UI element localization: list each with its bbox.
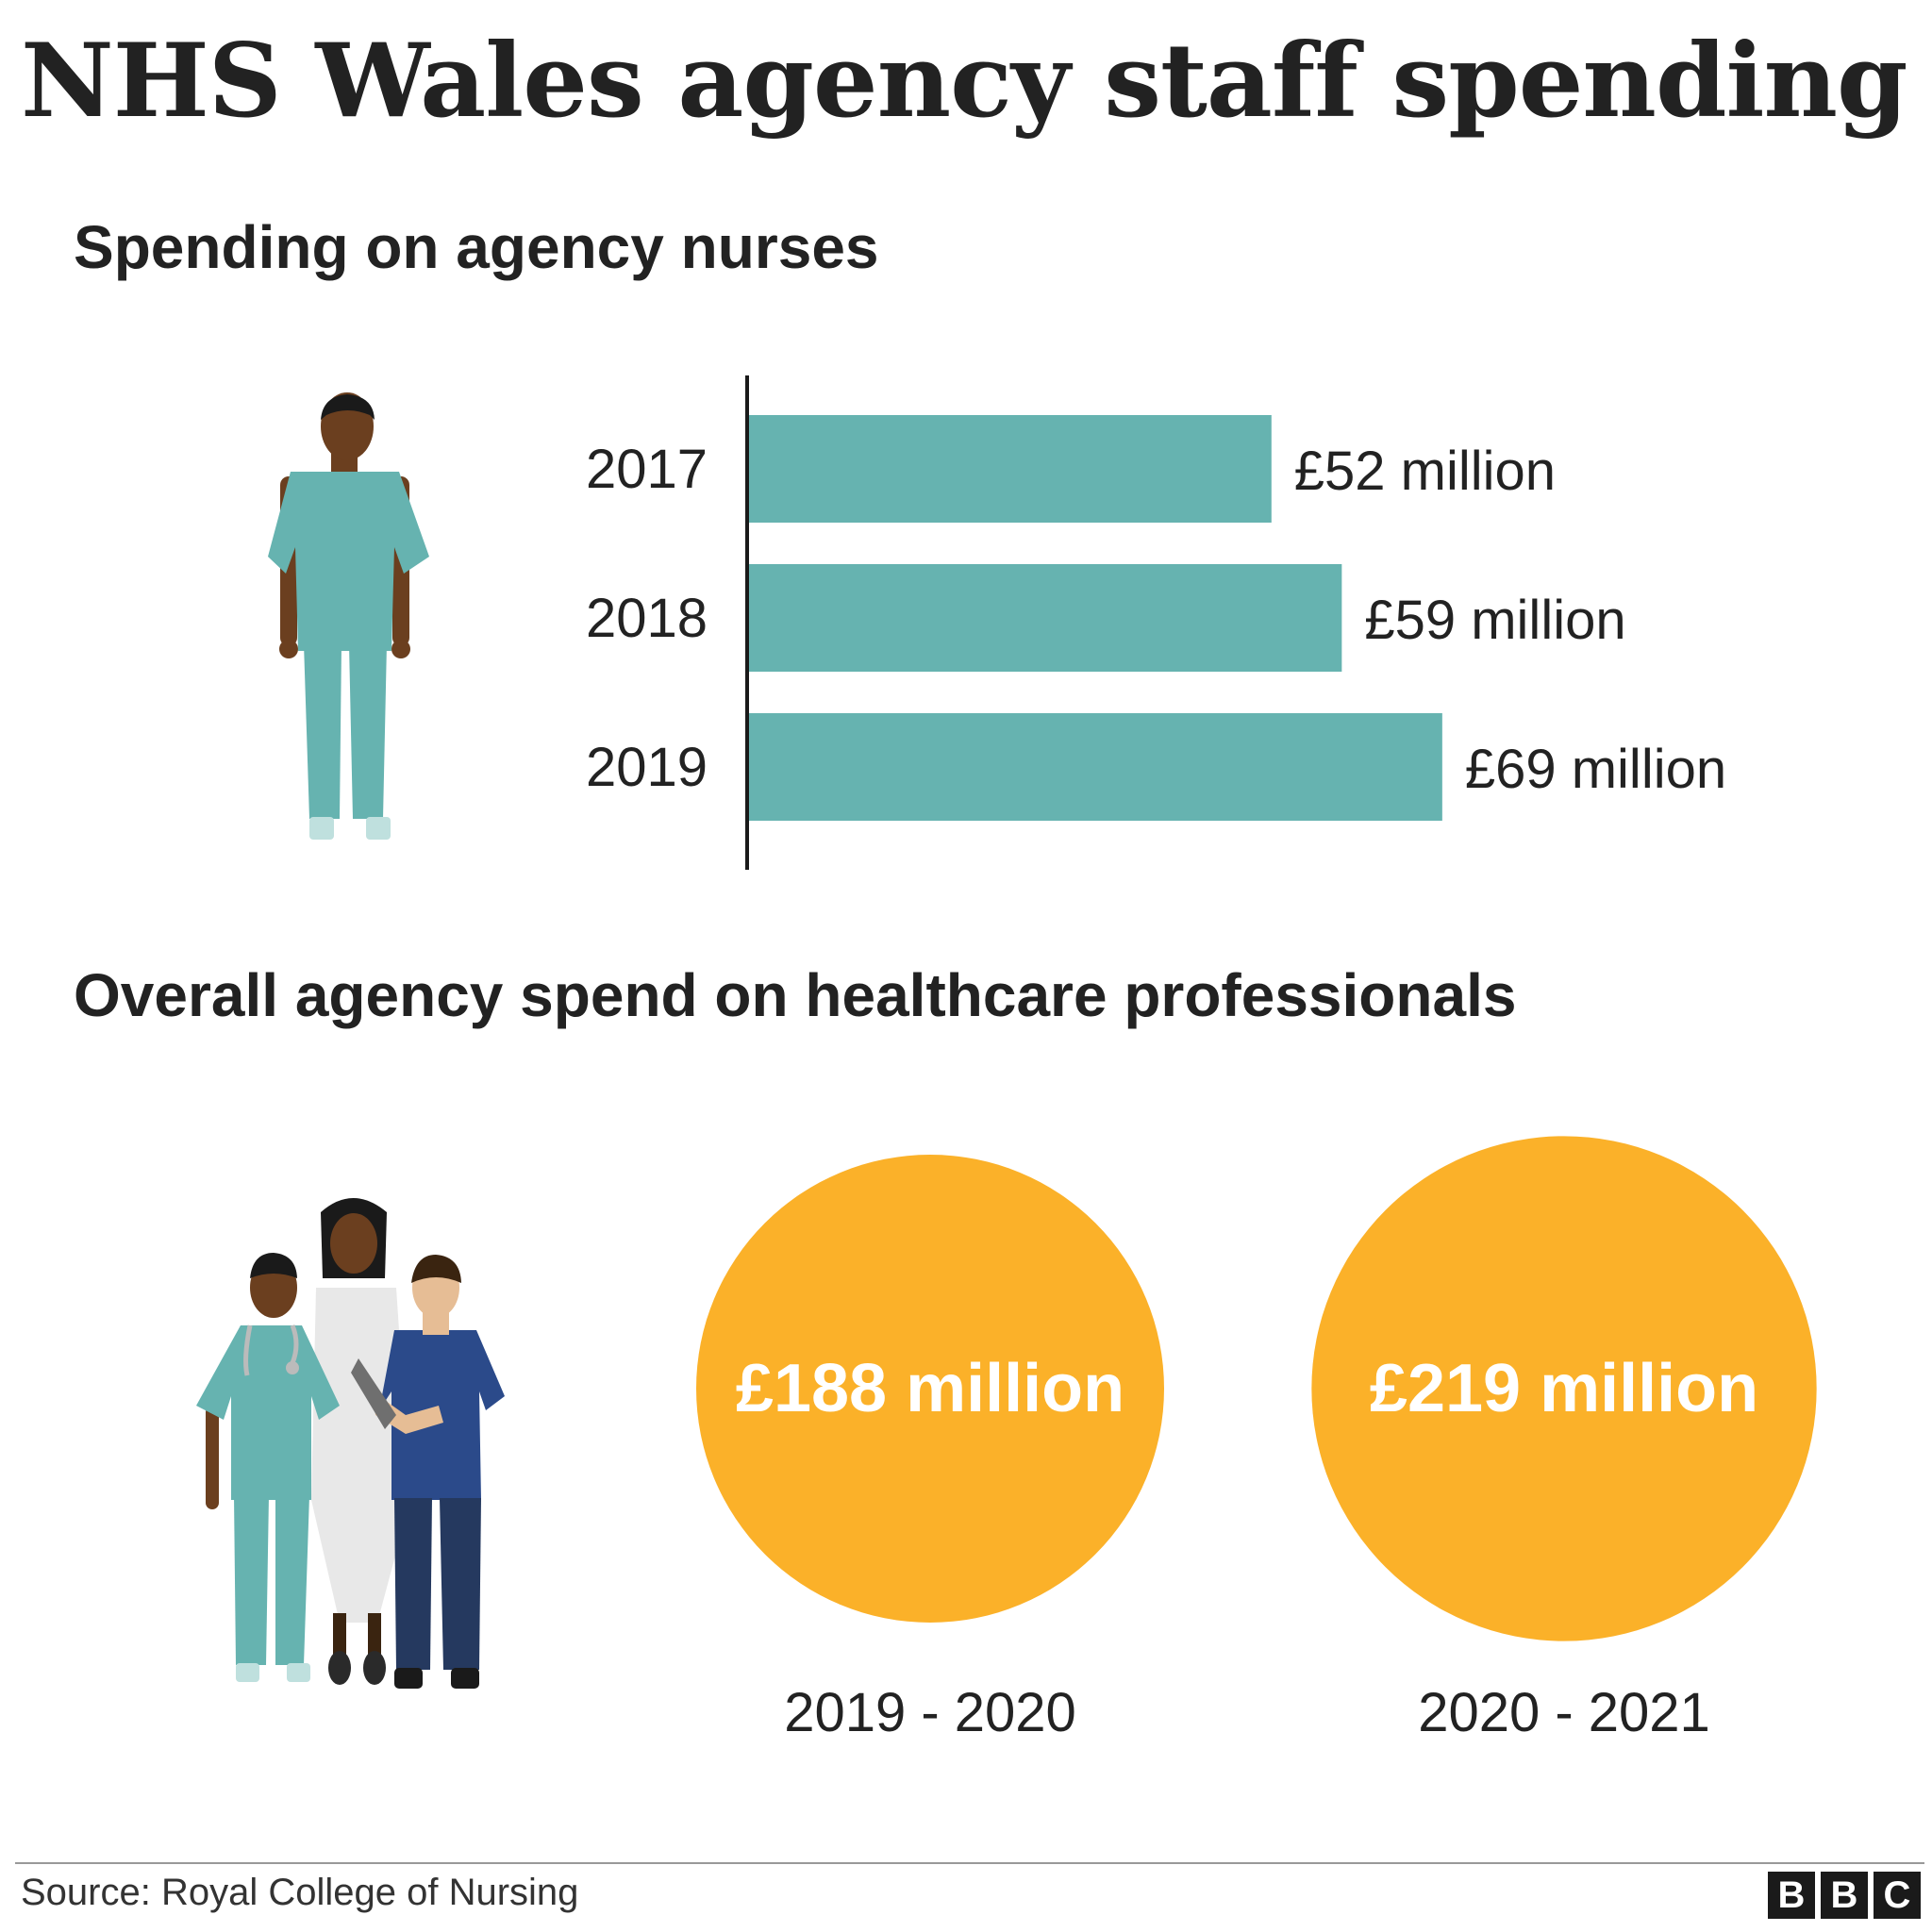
bar-value-label: £52 million [1294, 441, 1556, 502]
bbc-logo: B B C [1768, 1872, 1921, 1919]
bubble-value-label: £188 million [736, 1351, 1124, 1426]
surgeon-figure [196, 1253, 340, 1682]
bar-value-label: £69 million [1465, 739, 1726, 800]
source-note: Source: Royal College of Nursing [21, 1872, 579, 1913]
bar-2018 [749, 564, 1342, 672]
nurse-figure-icon [268, 392, 429, 840]
bubble-category-label: 2019 - 2020 [784, 1682, 1076, 1743]
bar-2017 [749, 415, 1272, 523]
bubble-category-label: 2020 - 2021 [1418, 1682, 1710, 1743]
doctor-figure [311, 1198, 410, 1685]
healthcare-team-icon [196, 1198, 505, 1689]
bar-category-label: 2019 [586, 737, 708, 798]
bubble-chart-title: Overall agency spend on healthcare profe… [74, 961, 1517, 1029]
chart-title: NHS Wales agency staff spending [21, 22, 1908, 141]
bubble-value-label: £219 million [1370, 1351, 1758, 1426]
bubble-2020 - 2021 [1311, 1136, 1817, 1641]
bubble-chart: £188 million 2019 - 2020 £219 million 2020 … [696, 1136, 1817, 1743]
bar-2019 [749, 713, 1442, 821]
logo-letter: C [1874, 1872, 1921, 1919]
source-divider [15, 1862, 1924, 1864]
logo-letter: B [1821, 1872, 1868, 1919]
bar-category-label: 2017 [586, 439, 708, 500]
bar-category-label: 2018 [586, 588, 708, 649]
nurse-figure [351, 1255, 505, 1689]
bar-chart: 2017 £52 million 2018 £59 million 2019 £69 mi… [586, 415, 1726, 821]
bubble-2019 - 2020 [696, 1155, 1164, 1623]
bar-value-label: £59 million [1364, 590, 1625, 651]
bar-chart-title: Spending on agency nurses [74, 213, 879, 281]
logo-letter: B [1768, 1872, 1815, 1919]
